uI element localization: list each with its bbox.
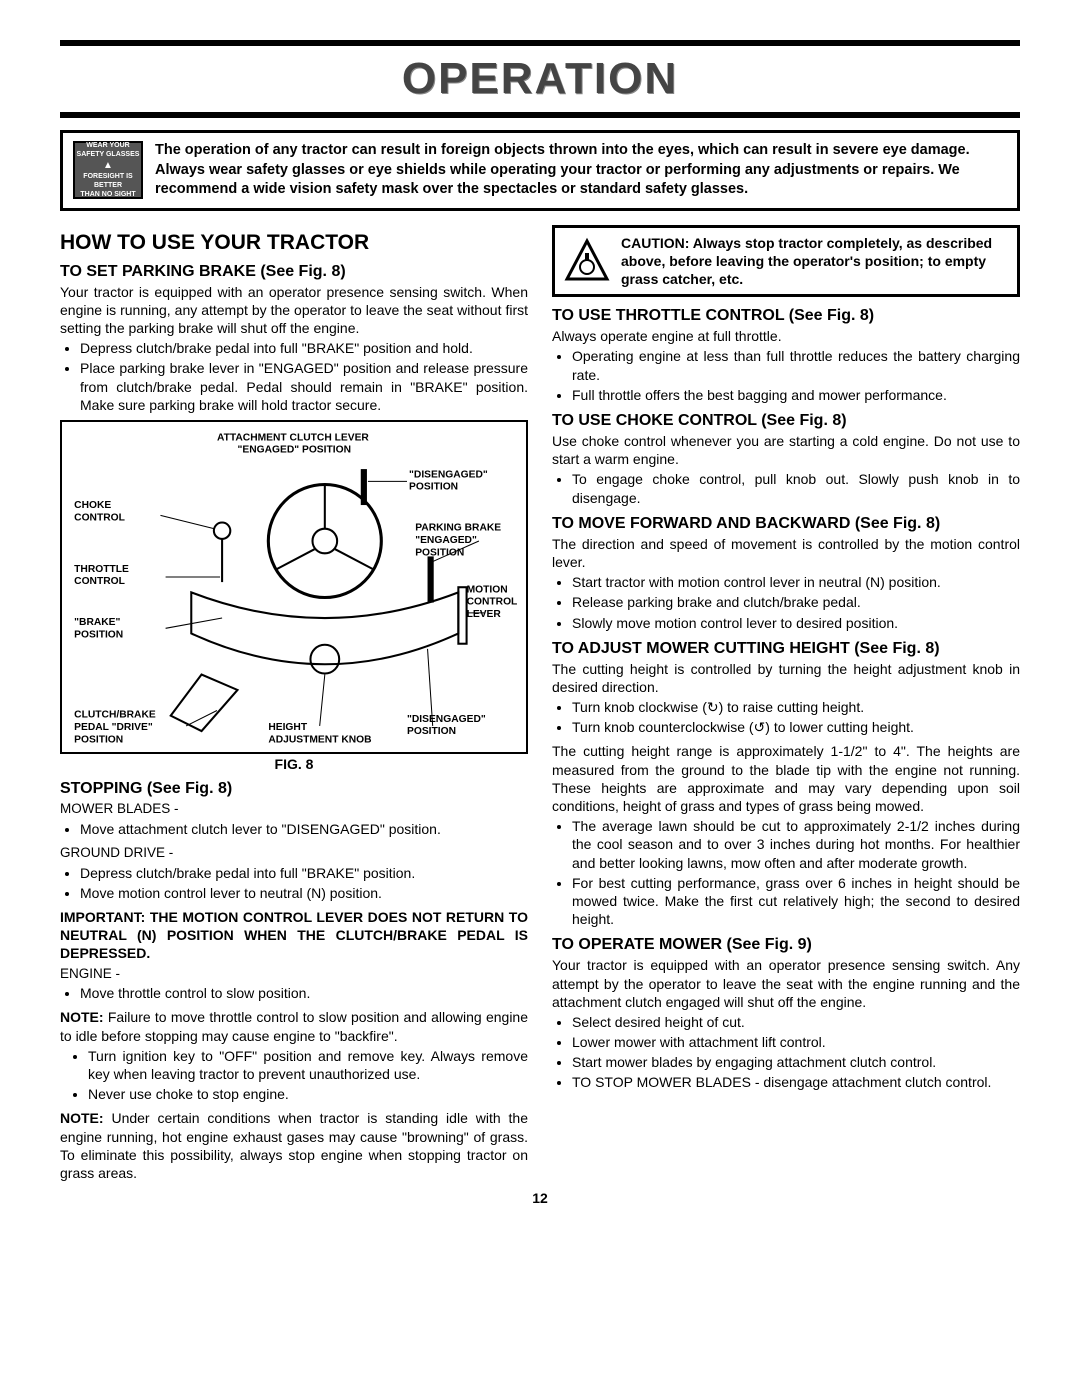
svg-text:POSITION: POSITION [409,482,458,493]
svg-text:PARKING BRAKE: PARKING BRAKE [415,523,501,534]
note: NOTE: Under certain conditions when trac… [60,1109,528,1182]
icon-line: SAFETY GLASSES [75,150,141,159]
svg-text:POSITION: POSITION [74,630,123,641]
paragraph: Your tractor is equipped with an operato… [60,283,528,338]
list-item: Release parking brake and clutch/brake p… [572,593,1020,611]
caution-box: CAUTION: Always stop tractor completely,… [552,225,1020,298]
svg-text:"DISENGAGED": "DISENGAGED" [407,714,486,725]
subheading: TO MOVE FORWARD AND BACKWARD (See Fig. 8… [552,515,1020,533]
subheading: TO OPERATE MOWER (See Fig. 9) [552,936,1020,954]
page-number: 12 [60,1190,1020,1206]
subheading: TO USE THROTTLE CONTROL (See Fig. 8) [552,307,1020,325]
svg-text:ATTACHMENT CLUTCH LEVER: ATTACHMENT CLUTCH LEVER [217,432,369,443]
list-item: Slowly move motion control lever to desi… [572,614,1020,632]
bullet-list: Turn ignition key to "OFF" position and … [60,1047,528,1104]
bullet-list: Start tractor with motion control lever … [552,573,1020,632]
svg-text:"ENGAGED": "ENGAGED" [415,535,477,546]
bullet-list: Move throttle control to slow position. [60,984,528,1002]
list-item: Depress clutch/brake pedal into full "BR… [80,339,528,357]
paragraph: The cutting height range is approximatel… [552,742,1020,815]
svg-text:HEIGHT: HEIGHT [268,722,308,733]
list-item: Move attachment clutch lever to "DISENGA… [80,820,528,838]
list-item: The average lawn should be cut to approx… [572,817,1020,872]
list-item: Never use choke to stop engine. [88,1085,528,1103]
svg-text:CLUTCH/BRAKE: CLUTCH/BRAKE [74,710,156,721]
list-item: Lower mower with attachment lift control… [572,1033,1020,1051]
warning-text: The operation of any tractor can result … [155,141,1007,200]
list-item: Turn knob counterclockwise (↺) to lower … [572,718,1020,736]
svg-text:PEDAL "DRIVE": PEDAL "DRIVE" [74,722,153,733]
list-item: Move motion control lever to neutral (N)… [80,884,528,902]
svg-text:MOTION: MOTION [467,584,508,595]
list-item: Move throttle control to slow position. [80,984,528,1002]
warning-box: WEAR YOUR SAFETY GLASSES ▲ FORESIGHT IS … [60,130,1020,211]
paragraph: The direction and speed of movement is c… [552,535,1020,571]
svg-text:LEVER: LEVER [467,609,502,620]
subheading: STOPPING (See Fig. 8) [60,780,528,798]
svg-text:CONTROL: CONTROL [74,576,125,587]
sub-label: MOWER BLADES - [60,800,528,818]
bullet-list: To engage choke control, pull knob out. … [552,470,1020,506]
svg-text:"ENGAGED" POSITION: "ENGAGED" POSITION [238,445,352,456]
list-item: Operating engine at less than full throt… [572,347,1020,383]
bullet-list: Turn knob clockwise (↻) to raise cutting… [552,698,1020,736]
subheading: TO USE CHOKE CONTROL (See Fig. 8) [552,412,1020,430]
list-item: Start mower blades by engaging attachmen… [572,1053,1020,1071]
list-item: To engage choke control, pull knob out. … [572,470,1020,506]
svg-text:CHOKE: CHOKE [74,500,111,511]
sub-label: GROUND DRIVE - [60,844,528,862]
bullet-list: The average lawn should be cut to approx… [552,817,1020,928]
paragraph: Always operate engine at full throttle. [552,327,1020,345]
list-item: For best cutting performance, grass over… [572,874,1020,929]
bullet-list: Depress clutch/brake pedal into full "BR… [60,339,528,414]
icon-line: WEAR YOUR [75,141,141,150]
page-title: OPERATION [60,40,1020,118]
note: NOTE: Failure to move throttle control t… [60,1008,528,1044]
bullet-list: Depress clutch/brake pedal into full "BR… [60,864,528,902]
svg-text:"BRAKE": "BRAKE" [74,617,120,628]
svg-text:CONTROL: CONTROL [467,597,518,608]
bullet-list: Select desired height of cut. Lower mowe… [552,1013,1020,1092]
svg-text:POSITION: POSITION [415,547,464,558]
list-item: Depress clutch/brake pedal into full "BR… [80,864,528,882]
svg-text:POSITION: POSITION [407,726,456,737]
figure-8: ATTACHMENT CLUTCH LEVER "ENGAGED" POSITI… [60,420,528,754]
list-item: Start tractor with motion control lever … [572,573,1020,591]
svg-text:ADJUSTMENT KNOB: ADJUSTMENT KNOB [268,734,371,745]
important-note: IMPORTANT: THE MOTION CONTROL LEVER DOES… [60,908,528,963]
bullet-list: Move attachment clutch lever to "DISENGA… [60,820,528,838]
subheading: TO ADJUST MOWER CUTTING HEIGHT (See Fig.… [552,640,1020,658]
icon-line: THAN NO SIGHT [75,190,141,199]
subheading: TO SET PARKING BRAKE (See Fig. 8) [60,263,528,281]
svg-text:POSITION: POSITION [74,734,123,745]
paragraph: Your tractor is equipped with an operato… [552,956,1020,1011]
list-item: Turn knob clockwise (↻) to raise cutting… [572,698,1020,716]
list-item: Select desired height of cut. [572,1013,1020,1031]
bullet-list: Operating engine at less than full throt… [552,347,1020,404]
section-heading: HOW TO USE YOUR TRACTOR [60,231,528,255]
safety-glasses-icon: WEAR YOUR SAFETY GLASSES ▲ FORESIGHT IS … [73,141,143,199]
paragraph: Use choke control whenever you are start… [552,432,1020,468]
svg-text:"DISENGAGED": "DISENGAGED" [409,469,488,480]
left-column: HOW TO USE YOUR TRACTOR TO SET PARKING B… [60,225,528,1184]
list-item: Place parking brake lever in "ENGAGED" p… [80,359,528,414]
caution-triangle-icon [563,234,611,288]
right-column: CAUTION: Always stop tractor completely,… [552,225,1020,1184]
list-item: Turn ignition key to "OFF" position and … [88,1047,528,1083]
svg-text:THROTTLE: THROTTLE [74,564,129,575]
list-item: Full throttle offers the best bagging an… [572,386,1020,404]
svg-text:CONTROL: CONTROL [74,512,125,523]
list-item: TO STOP MOWER BLADES - disengage attachm… [572,1073,1020,1091]
paragraph: The cutting height is controlled by turn… [552,660,1020,696]
caution-text: CAUTION: Always stop tractor completely,… [621,234,1009,289]
icon-line: FORESIGHT IS BETTER [75,172,141,190]
figure-caption: FIG. 8 [60,756,528,772]
sub-label: ENGINE - [60,965,528,983]
